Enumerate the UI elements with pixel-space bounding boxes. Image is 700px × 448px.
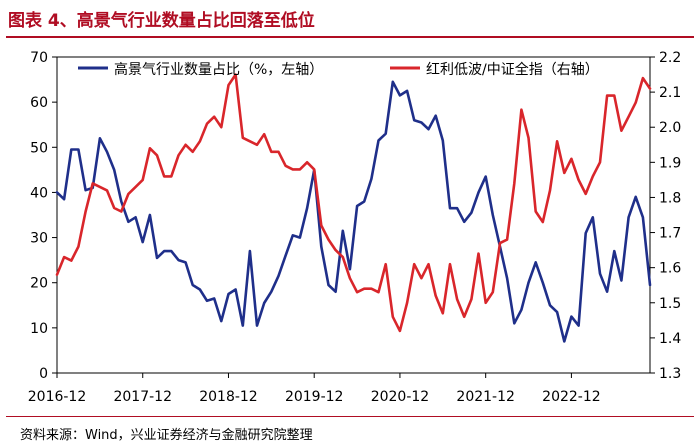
y-left-tick-label: 40 [30,185,48,201]
y-left-tick-label: 50 [30,140,48,156]
y-right-tick-label: 1.6 [659,261,681,277]
source-note: 资料来源：Wind，兴业证券经济与金融研究院整理 [20,428,313,443]
figure-title: 图表 4、高景气行业数量占比回落至低位 [8,11,315,31]
y-left-tick-label: 20 [30,276,48,292]
y-right-tick-label: 2.1 [659,85,681,101]
y-left-tick-label: 70 [30,50,48,66]
x-tick-label: 2021-12 [456,389,515,405]
y-right-tick-label: 1.7 [659,226,681,242]
y-right-tick-label: 1.5 [659,296,681,312]
y-left-tick-label: 10 [30,321,48,337]
y-right-tick-label: 1.3 [659,366,681,382]
y-right-tick-label: 1.4 [659,331,681,347]
chart-legend: 高景气行业数量占比（%，左轴） 红利低波/中证全指（右轴） [78,61,599,78]
x-tick-label: 2019-12 [285,389,344,405]
plot-frame [56,56,651,374]
title-divider [6,36,694,38]
x-tick-label: 2022-12 [542,389,601,405]
x-tick-label: 2018-12 [199,389,258,405]
y-right-tick-label: 1.8 [659,190,681,206]
x-tick-label: 2017-12 [113,389,172,405]
x-tick-label: 2016-12 [28,389,87,405]
y-right-tick-label: 2.0 [659,120,681,136]
chart-series [55,73,652,343]
legend-label-series2: 红利低波/中证全指（右轴） [426,61,599,78]
series-line-high-prosperity-share [55,80,652,343]
y-right-tick-label: 2.2 [659,50,681,66]
footer-divider [6,416,694,417]
y-right-tick-label: 1.9 [659,155,681,171]
y-left-tick-label: 0 [39,366,48,382]
x-tick-label: 2020-12 [371,389,430,405]
series-line-dividend-ratio [55,73,652,333]
chart-axes: 0 10 20 30 40 50 60 70 1.3 1.4 1.5 1.6 1.7 1.8 1.9 2.0 2… [28,50,682,405]
legend-label-series1: 高景气行业数量占比（%，左轴） [114,61,323,78]
y-left-tick-label: 30 [30,231,48,247]
y-left-tick-label: 60 [30,95,48,111]
